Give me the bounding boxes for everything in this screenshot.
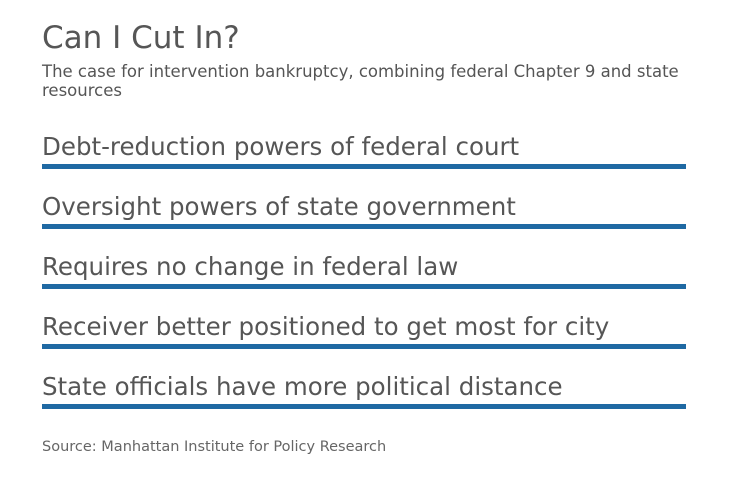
list-item: Debt-reduction powers of federal court [42, 130, 686, 190]
list-item-label: State officials have more political dist… [42, 372, 563, 401]
divider-rule [42, 344, 686, 349]
divider-rule [42, 284, 686, 289]
page-subtitle: The case for intervention bankruptcy, co… [42, 62, 679, 100]
list-item: Receiver better positioned to get most f… [42, 310, 686, 370]
list-item: State officials have more political dist… [42, 370, 686, 430]
source-note: Source: Manhattan Institute for Policy R… [42, 439, 387, 455]
list-item-label: Receiver better positioned to get most f… [42, 312, 610, 341]
page-title: Can I Cut In? [42, 20, 240, 56]
list-item-label: Oversight powers of state government [42, 192, 516, 221]
list-item: Requires no change in federal law [42, 250, 686, 310]
divider-rule [42, 224, 686, 229]
divider-rule [42, 164, 686, 169]
benefits-list: Debt-reduction powers of federal court O… [42, 130, 686, 430]
list-item-label: Requires no change in federal law [42, 252, 459, 281]
divider-rule [42, 404, 686, 409]
list-item: Oversight powers of state government [42, 190, 686, 250]
list-item-label: Debt-reduction powers of federal court [42, 132, 520, 161]
